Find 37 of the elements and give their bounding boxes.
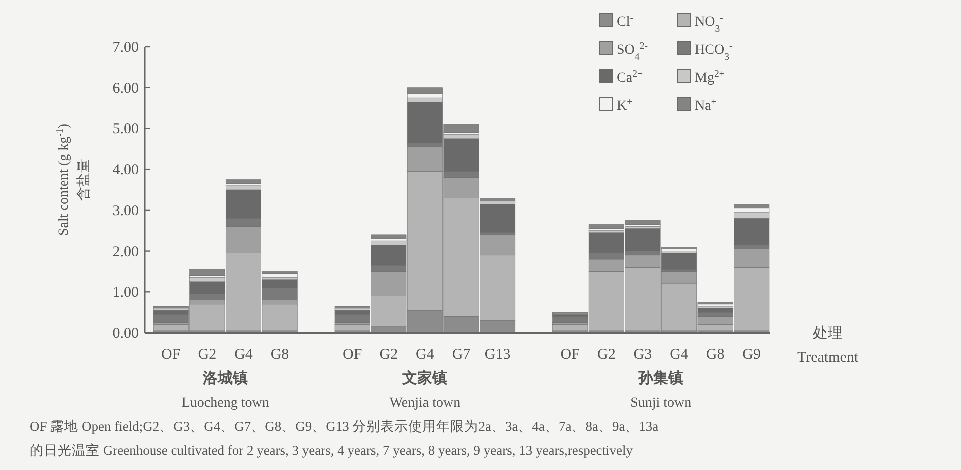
x-tick-label: G9 (742, 347, 762, 363)
y-tick-label: 1.00 (112, 285, 139, 302)
text: Sunji town (630, 396, 692, 411)
y-tick-label: 6.00 (112, 80, 139, 97)
x-tick-label: G7 (452, 347, 472, 363)
text: 文家镇 (402, 369, 448, 387)
x-tick-label: G8 (270, 347, 290, 363)
y-tick-label: 2.00 (112, 244, 139, 260)
legend-label: Ca$^{2+}$ (617, 68, 644, 86)
x-tick-label: G4 (234, 347, 254, 363)
x-tick-label: G2 (380, 347, 398, 363)
text: 洛城镇 (202, 370, 248, 387)
x-tick-label: OF (343, 347, 362, 363)
y-tick-label: 4.00 (112, 162, 139, 179)
x-axis-title: 处理 Treatment (797, 325, 860, 366)
text: 孙集镇 (638, 370, 684, 387)
text: Wenjia town (390, 396, 461, 411)
text: 的日光温室 Greenhouse cultivated for 2 years, 3 years, 4 years, 7 years, 8 years, 9 years, 13 years,respectively (30, 443, 634, 458)
x-tick-label: G2 (598, 347, 616, 363)
x-tick-label: OF (162, 347, 181, 363)
x-tick-label: G13 (484, 347, 511, 363)
legend-label: Na$^{+}$ (695, 96, 718, 114)
y-tick-label: 3.00 (112, 203, 139, 220)
legend-label: Mg$^{2+}$ (695, 68, 726, 86)
x-tick-label: G2 (198, 347, 217, 363)
y-tick-label: 7.00 (112, 40, 139, 56)
x-tick-label: OF (560, 347, 580, 363)
x-tick-label: G3 (634, 347, 652, 363)
legend-label: Cl$^{-}$ (617, 12, 634, 30)
x-tick-label: G8 (706, 347, 725, 363)
x-tick-label: G4 (416, 347, 435, 363)
y-tick-label: 0.00 (112, 326, 139, 342)
text: Luocheng town (182, 396, 270, 411)
y-tick-label: 5.00 (112, 122, 139, 138)
legend-label: K$^{+}$ (617, 96, 634, 114)
text: OF 露地 Open field;G2、G3、G4、G7、G8、G9、G13 分别表示使用年限为2a、3a、4a、7a、8a、9a、13a (30, 419, 659, 434)
x-tick-label: G4 (670, 347, 689, 363)
